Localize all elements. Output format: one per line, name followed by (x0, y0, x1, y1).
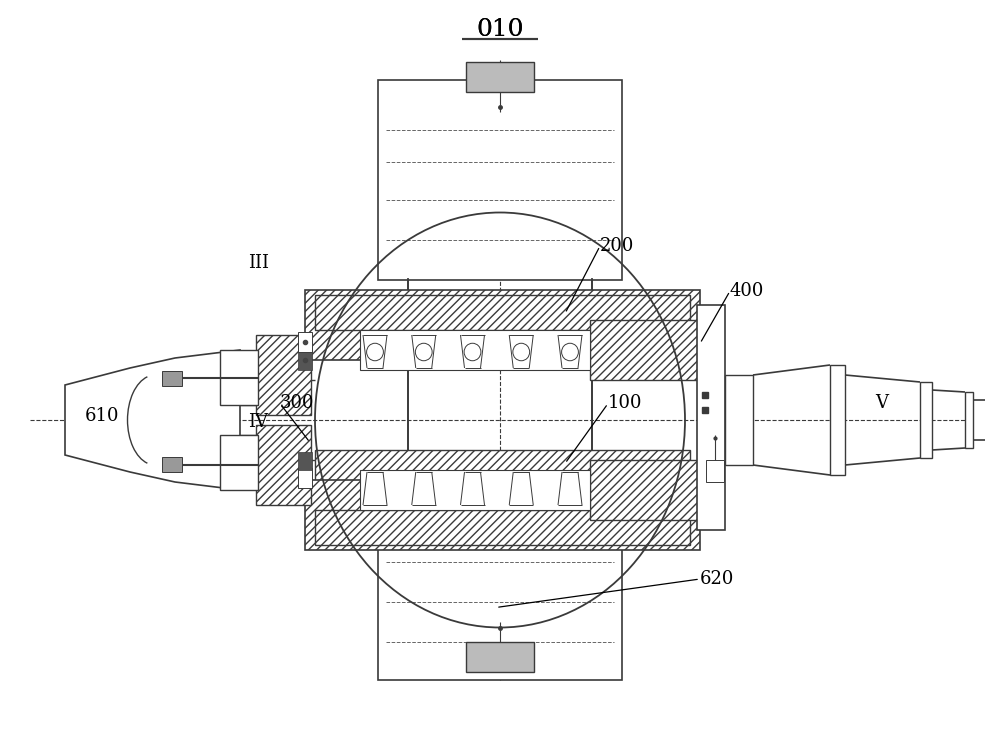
Bar (378, 480, 622, 680)
Text: III: III (248, 254, 269, 272)
Bar (220, 350, 258, 405)
Bar (378, 80, 622, 280)
Bar (298, 352, 312, 370)
Text: 200: 200 (600, 237, 634, 255)
Bar (162, 371, 182, 386)
Text: 400: 400 (730, 282, 764, 300)
Bar (315, 295, 690, 330)
Bar (298, 452, 312, 470)
Bar (256, 335, 311, 415)
Bar (466, 642, 534, 672)
Bar (920, 382, 932, 458)
Bar (706, 460, 724, 482)
Bar (830, 365, 845, 475)
Bar (466, 62, 534, 92)
Bar (256, 425, 311, 505)
Text: 620: 620 (700, 570, 734, 588)
Bar (305, 290, 700, 360)
Bar (315, 295, 690, 355)
Polygon shape (65, 350, 240, 490)
Text: 100: 100 (608, 394, 642, 412)
Bar (590, 460, 700, 520)
Bar (298, 468, 312, 488)
Bar (360, 470, 590, 510)
Text: 010: 010 (476, 19, 524, 41)
Bar (315, 450, 690, 510)
Bar (965, 392, 973, 448)
Bar (590, 320, 700, 380)
Text: 010: 010 (476, 19, 524, 41)
Bar (220, 435, 258, 490)
Bar (408, 278, 592, 482)
Text: 300: 300 (280, 394, 314, 412)
Text: 610: 610 (85, 407, 120, 425)
Bar (315, 510, 690, 545)
Bar (298, 332, 312, 352)
Bar (725, 375, 753, 465)
Text: V: V (875, 394, 888, 412)
Text: IV: IV (248, 413, 268, 430)
Bar (162, 457, 182, 472)
Bar (360, 330, 590, 370)
Bar (697, 305, 725, 530)
Bar (305, 480, 700, 550)
